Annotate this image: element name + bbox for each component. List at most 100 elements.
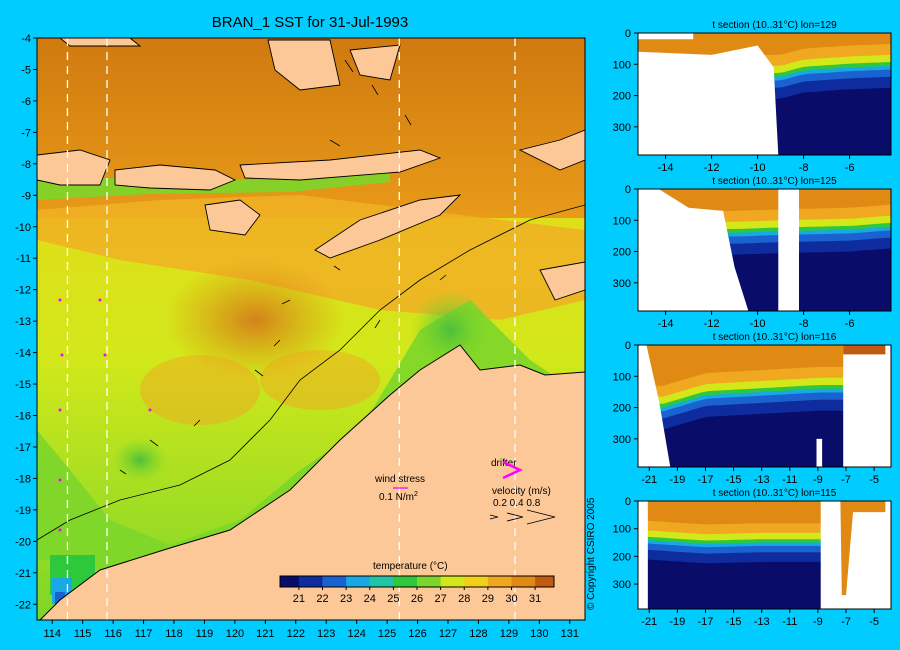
section-x-tick-label: -19 xyxy=(669,616,685,628)
section-land xyxy=(638,345,671,467)
t-sections: t section (10..31°C) lon=129 0 100 200 300 -1… xyxy=(613,20,892,628)
map-x-tick-label: 119 xyxy=(196,628,214,640)
map-x-tick-label: 130 xyxy=(530,628,548,640)
section-y-tick-label: 100 xyxy=(613,215,631,227)
section-x-tick-label: -13 xyxy=(754,616,770,628)
map-x-tick-label: 114 xyxy=(43,628,61,640)
section-y-tick-label: 300 xyxy=(613,278,631,290)
section-x-tick-label: -11 xyxy=(782,616,797,628)
section-x-tick-label: -14 xyxy=(658,318,674,330)
map-x-tick-label: 116 xyxy=(104,628,122,640)
colorbar-segment xyxy=(417,576,442,587)
section-y-tick-label: 0 xyxy=(625,28,631,40)
section-y-tick-label: 200 xyxy=(613,91,631,103)
section-x-tick-label: -13 xyxy=(754,474,770,486)
section-land xyxy=(778,189,799,311)
colorbar-segment xyxy=(487,576,512,587)
colorbar-segment xyxy=(535,576,555,587)
section-y-tick-label: 0 xyxy=(625,184,631,196)
australia-landmass xyxy=(39,344,585,620)
map-x-tick-label: 131 xyxy=(561,628,579,640)
map-x-axis: 114 115 116 117 118 119 120 121 122 123 124 125 126 1… xyxy=(43,620,579,640)
map-y-tick-label: -4 xyxy=(21,33,31,45)
map-x-tick-label: 123 xyxy=(317,628,335,640)
section-land xyxy=(816,438,823,467)
section-y-tick-label: 200 xyxy=(613,403,631,415)
section-title: t section (10..31°C) lon=125 xyxy=(712,176,837,187)
copyright: © Copyright CSIRO 2005 xyxy=(586,497,597,610)
map-x-tick-label: 120 xyxy=(226,628,244,640)
map-y-tick-label: -18 xyxy=(15,473,31,485)
section-y-tick-label: 0 xyxy=(625,496,631,508)
map-y-tick-label: -11 xyxy=(16,253,31,265)
map-y-tick-label: -10 xyxy=(15,222,31,234)
section-x-tick-label: -9 xyxy=(813,616,823,628)
map-x-tick-label: 115 xyxy=(74,628,92,640)
colorbar-segment xyxy=(280,576,300,587)
map-y-tick-label: -12 xyxy=(15,285,31,297)
section-land xyxy=(843,345,891,467)
map-y-tick-label: -8 xyxy=(21,159,31,171)
drifter-markers xyxy=(58,298,152,532)
map-y-tick-label: -15 xyxy=(15,379,31,391)
section-x-tick-label: -19 xyxy=(669,474,685,486)
map-x-tick-label: 124 xyxy=(347,628,365,640)
colorbar-tick-label: 27 xyxy=(434,593,446,605)
map-y-tick-label: -13 xyxy=(15,316,31,328)
map-x-tick-label: 125 xyxy=(378,628,396,640)
map-frame xyxy=(36,37,586,621)
velocity-values: 0.2 0.4 0.8 xyxy=(493,498,541,509)
map-x-tick-label: 127 xyxy=(439,628,457,640)
section-temp-band xyxy=(638,33,891,55)
section-x-tick-label: -5 xyxy=(869,616,879,628)
section-temp-band xyxy=(638,189,891,211)
t-section-panel: t section (10..31°C) lon=116 0 100 200 300 -2… xyxy=(613,332,892,486)
section-y-tick-label: 200 xyxy=(613,551,631,563)
colorbar-tick-label: 26 xyxy=(411,593,423,605)
colorbar-tick-label: 28 xyxy=(458,593,470,605)
t-section-panel: t section (10..31°C) lon=115 0 100 200 300 -2… xyxy=(613,488,892,628)
section-land xyxy=(638,501,648,609)
section-land xyxy=(638,33,694,40)
map-x-tick-label: 121 xyxy=(256,628,274,640)
wind-stress-value: 0.1 N/m2 xyxy=(379,491,418,503)
map-y-tick-label: -22 xyxy=(15,599,31,611)
map-x-tick-label: 129 xyxy=(500,628,518,640)
section-x-tick-label: -10 xyxy=(750,318,766,330)
t-section-panel: t section (10..31°C) lon=125 0 100 200 300 -1… xyxy=(613,176,892,330)
colorbar-title: temperature (°C) xyxy=(373,561,448,572)
colorbar-tick-label: 29 xyxy=(482,593,494,605)
colorbar-tick-label: 23 xyxy=(340,593,352,605)
map-x-tick-label: 117 xyxy=(135,628,153,640)
section-y-tick-label: 100 xyxy=(613,524,631,536)
section-frame xyxy=(637,344,892,468)
section-x-tick-label: -12 xyxy=(704,162,720,174)
section-y-tick-label: 100 xyxy=(613,59,631,71)
map-x-tick-label: 122 xyxy=(287,628,305,640)
colorbar-segment xyxy=(464,576,489,587)
colorbar-tick-label: 22 xyxy=(316,593,328,605)
section-title: t section (10..31°C) lon=129 xyxy=(712,20,837,31)
section-y-tick-label: 300 xyxy=(613,579,631,591)
map-y-tick-label: -20 xyxy=(15,536,31,548)
map-y-tick-label: -9 xyxy=(21,190,31,202)
colorbar-segment xyxy=(393,576,418,587)
section-x-tick-label: -7 xyxy=(841,616,851,628)
section-frame xyxy=(637,188,892,312)
section-title: t section (10..31°C) lon=115 xyxy=(713,488,837,499)
colorbar-segment xyxy=(346,576,371,587)
map-y-axis: -4 -5 -6 -7 -8 -9 -10 -11 -12 -13 -14 -15 -16 -17 -18 -… xyxy=(15,33,37,611)
section-x-tick-label: -21 xyxy=(641,616,657,628)
section-frame xyxy=(637,500,892,610)
colorbar-segment xyxy=(369,576,394,587)
section-x-tick-label: -12 xyxy=(704,318,720,330)
depth-contour xyxy=(37,204,585,541)
section-shelf-water xyxy=(840,501,886,596)
colorbar-tick-label: 24 xyxy=(364,593,376,605)
map-y-tick-label: -21 xyxy=(15,568,31,580)
section-land xyxy=(638,33,779,155)
section-temp-band xyxy=(638,345,891,386)
section-x-tick-label: -17 xyxy=(698,616,714,628)
section-x-tick-label: -5 xyxy=(869,474,879,486)
section-land xyxy=(820,501,891,609)
